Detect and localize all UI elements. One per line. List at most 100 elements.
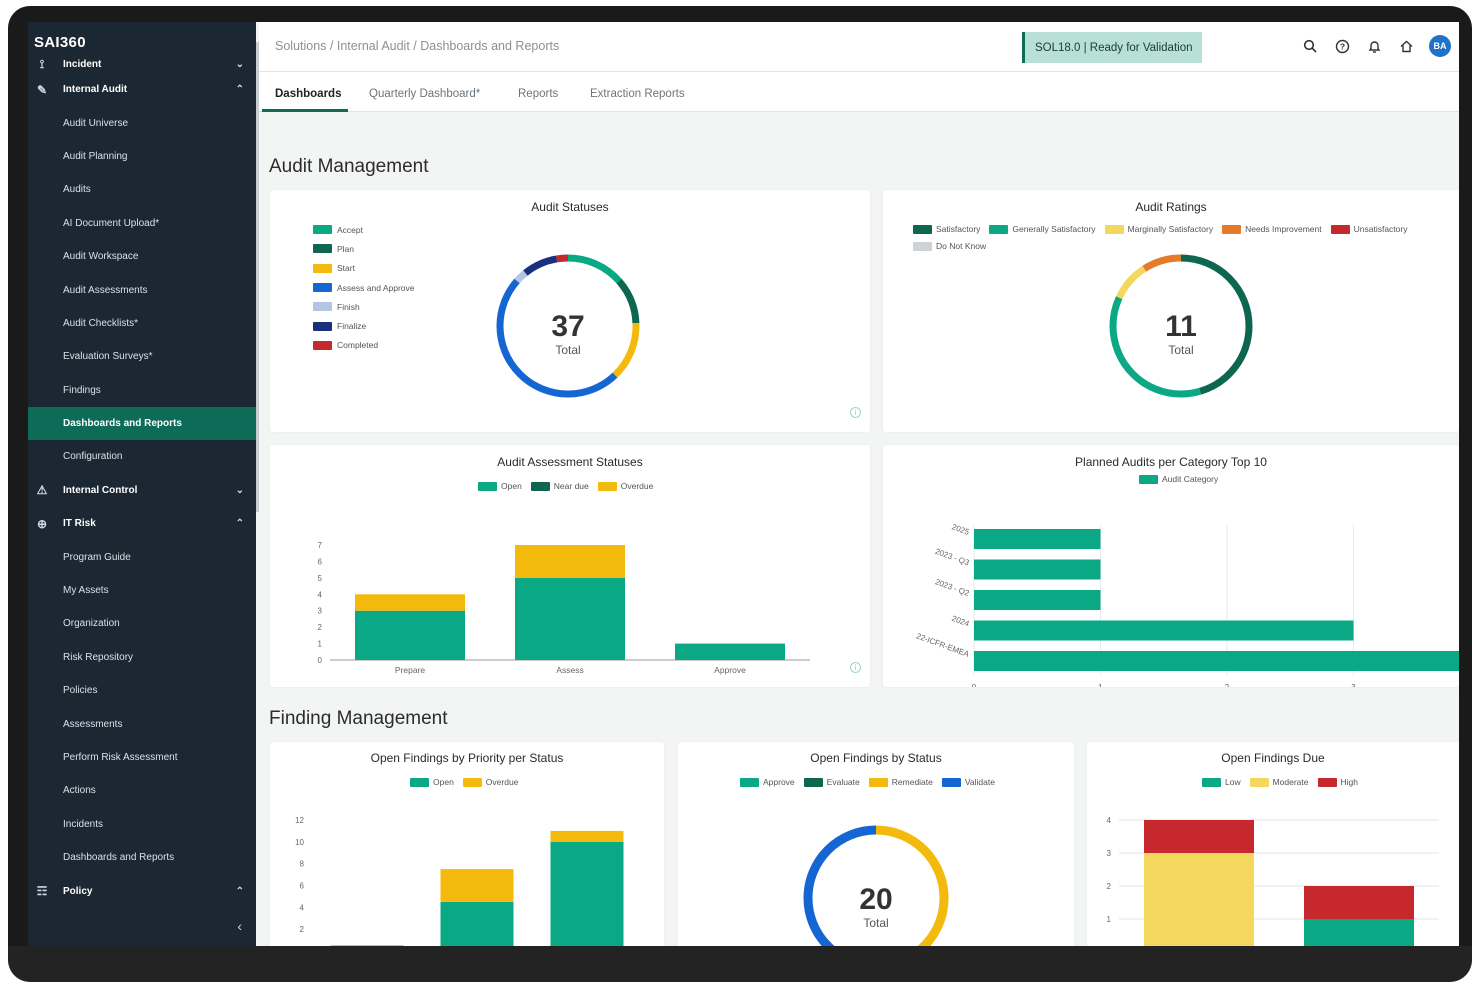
- sidebar-item-actions[interactable]: Actions: [28, 774, 256, 807]
- help-icon[interactable]: ?: [1333, 37, 1351, 55]
- chevron-up-icon[interactable]: ⌃: [235, 885, 244, 897]
- legend-item-remediate[interactable]: Remediate: [868, 777, 933, 787]
- bar-open-1[interactable]: [440, 901, 514, 946]
- tab-quarterly-dashboard[interactable]: Quarterly Dashboard*: [369, 88, 481, 100]
- legend-item-high[interactable]: High: [1317, 777, 1358, 787]
- sidebar-item-my-assets[interactable]: My Assets: [28, 574, 256, 607]
- legend-item-overdue[interactable]: Overdue: [462, 777, 518, 787]
- legend-item-assess-and-approve[interactable]: Assess and Approve: [313, 278, 415, 297]
- collapse-sidebar-button[interactable]: ‹: [237, 918, 242, 934]
- donut-slice-completed[interactable]: [496, 254, 640, 398]
- sidebar-item-program-guide[interactable]: Program Guide: [28, 540, 256, 573]
- legend-item-moderate[interactable]: Moderate: [1249, 777, 1309, 787]
- tab-extraction-reports[interactable]: Extraction Reports: [590, 88, 685, 100]
- search-icon[interactable]: [1301, 37, 1319, 55]
- sidebar-item-assessments[interactable]: Assessments: [28, 707, 256, 740]
- sidebar-item-organization[interactable]: Organization: [28, 607, 256, 640]
- legend-item-audit-category[interactable]: Audit Category: [1139, 474, 1218, 484]
- bar-low-1[interactable]: [1304, 919, 1414, 946]
- legend-item-near-due[interactable]: Near due: [530, 481, 589, 491]
- chevron-down-icon[interactable]: ⌄: [235, 59, 244, 70]
- sidebar-item-internal-control[interactable]: ⚠ Internal Control ⌄: [28, 474, 256, 507]
- legend-item-start[interactable]: Start: [313, 259, 415, 278]
- sidebar-item-perform-risk-assessment[interactable]: Perform Risk Assessment: [28, 741, 256, 774]
- bar-overdue-assess[interactable]: [515, 545, 625, 578]
- legend-swatch: [313, 340, 332, 350]
- sidebar-item-configuration[interactable]: Configuration: [28, 440, 256, 473]
- donut-slice-generally-satisfactory[interactable]: [1109, 254, 1253, 398]
- sidebar-item-audit-checklists[interactable]: Audit Checklists*: [28, 307, 256, 340]
- sidebar-item-risk-repository[interactable]: Risk Repository: [28, 641, 256, 674]
- donut-slice-validate[interactable]: [803, 825, 949, 946]
- sidebar-item-policies[interactable]: Policies: [28, 674, 256, 707]
- bar-2023-q3[interactable]: [974, 559, 1101, 580]
- breadcrumb[interactable]: Solutions / Internal Audit / Dashboards …: [275, 39, 560, 53]
- sidebar-item-incident[interactable]: ⟟ Incident ⌄: [28, 56, 256, 73]
- legend-item-unsatisfactory[interactable]: Unsatisfactory: [1330, 224, 1407, 234]
- sidebar-scrollbar[interactable]: [256, 42, 259, 512]
- legend-item-accept[interactable]: Accept: [313, 220, 415, 239]
- legend-item-evaluate[interactable]: Evaluate: [803, 777, 860, 787]
- donut-slice-start[interactable]: [496, 254, 640, 398]
- legend-item-finish[interactable]: Finish: [313, 297, 415, 316]
- bar-moderate-0[interactable]: [1144, 853, 1254, 946]
- donut-slice-assess-and-approve[interactable]: [496, 254, 640, 398]
- sidebar-item-it-risk[interactable]: ⊕ IT Risk ⌃: [28, 507, 256, 540]
- legend-item-open[interactable]: Open: [410, 777, 454, 787]
- donut-slice-needs-improvement[interactable]: [1109, 254, 1253, 398]
- legend-item-open[interactable]: Open: [478, 481, 522, 491]
- sidebar-item-audit-planning[interactable]: Audit Planning: [28, 140, 256, 173]
- legend-item-do-not-know[interactable]: Do Not Know: [913, 241, 986, 251]
- legend-swatch: [530, 481, 550, 491]
- sidebar-item-audit-workspace[interactable]: Audit Workspace: [28, 240, 256, 273]
- legend-item-low[interactable]: Low: [1202, 777, 1241, 787]
- legend-item-approve[interactable]: Approve: [740, 777, 795, 787]
- bar-open-2[interactable]: [550, 841, 624, 946]
- legend-item-plan[interactable]: Plan: [313, 239, 415, 258]
- sidebar-item-evaluation-surveys[interactable]: Evaluation Surveys*: [28, 340, 256, 373]
- sidebar-item-dashboards-and-reports[interactable]: Dashboards and Reports: [28, 841, 256, 874]
- sidebar-item-audit-universe[interactable]: Audit Universe: [28, 106, 256, 139]
- sidebar-item-policy[interactable]: ☶ Policy ⌃: [28, 874, 256, 907]
- bar-high-0[interactable]: [1144, 820, 1254, 853]
- legend-item-overdue[interactable]: Overdue: [597, 481, 653, 491]
- chevron-up-icon[interactable]: ⌃: [235, 518, 244, 530]
- bar-overdue-1[interactable]: [440, 869, 514, 902]
- legend-item-needs-improvement[interactable]: Needs Improvement: [1222, 224, 1322, 234]
- info-icon[interactable]: i: [850, 662, 861, 673]
- bar-2024[interactable]: [974, 620, 1354, 641]
- tab-dashboards[interactable]: Dashboards: [275, 88, 342, 100]
- bar-open-prepare[interactable]: [355, 610, 465, 660]
- chevron-up-icon[interactable]: ⌃: [235, 84, 244, 96]
- bar-2025[interactable]: [974, 529, 1101, 549]
- bar-22-icfr-emea[interactable]: [974, 651, 1459, 671]
- legend-item-marginally-satisfactory[interactable]: Marginally Satisfactory: [1104, 224, 1213, 234]
- legend-swatch: [410, 777, 429, 787]
- sidebar-item-dashboards-and-reports[interactable]: Dashboards and Reports: [28, 406, 256, 441]
- legend-item-validate[interactable]: Validate: [941, 777, 995, 787]
- bar-open-approve[interactable]: [675, 643, 785, 660]
- legend-item-finalize[interactable]: Finalize: [313, 316, 415, 335]
- legend-item-generally-satisfactory[interactable]: Generally Satisfactory: [989, 224, 1096, 234]
- home-icon[interactable]: [1397, 37, 1415, 55]
- bar-overdue-2[interactable]: [550, 830, 624, 842]
- sidebar-item-findings[interactable]: Findings: [28, 374, 256, 407]
- avatar[interactable]: BA: [1429, 35, 1451, 57]
- sidebar-item-ai-document-upload[interactable]: AI Document Upload*: [28, 207, 256, 240]
- bell-icon[interactable]: [1365, 37, 1383, 55]
- sidebar-item-audit-assessments[interactable]: Audit Assessments: [28, 273, 256, 306]
- bar-2023-q2[interactable]: [974, 590, 1101, 610]
- bar-high-1[interactable]: [1304, 886, 1414, 919]
- y-tick-label: 0: [318, 656, 323, 665]
- sidebar-item-internal-audit[interactable]: ✎ Internal Audit ⌃: [28, 73, 256, 106]
- sidebar-item-audits[interactable]: Audits: [28, 173, 256, 206]
- policy-icon: ☶: [36, 884, 48, 899]
- legend-item-satisfactory[interactable]: Satisfactory: [913, 224, 980, 234]
- tab-reports[interactable]: Reports: [518, 88, 559, 100]
- legend-item-completed[interactable]: Completed: [313, 336, 415, 355]
- bar-open-assess[interactable]: [515, 577, 625, 660]
- sidebar-item-incidents[interactable]: Incidents: [28, 808, 256, 841]
- chevron-down-icon[interactable]: ⌄: [235, 484, 244, 496]
- info-icon[interactable]: i: [850, 407, 861, 418]
- bar-overdue-prepare[interactable]: [355, 594, 465, 611]
